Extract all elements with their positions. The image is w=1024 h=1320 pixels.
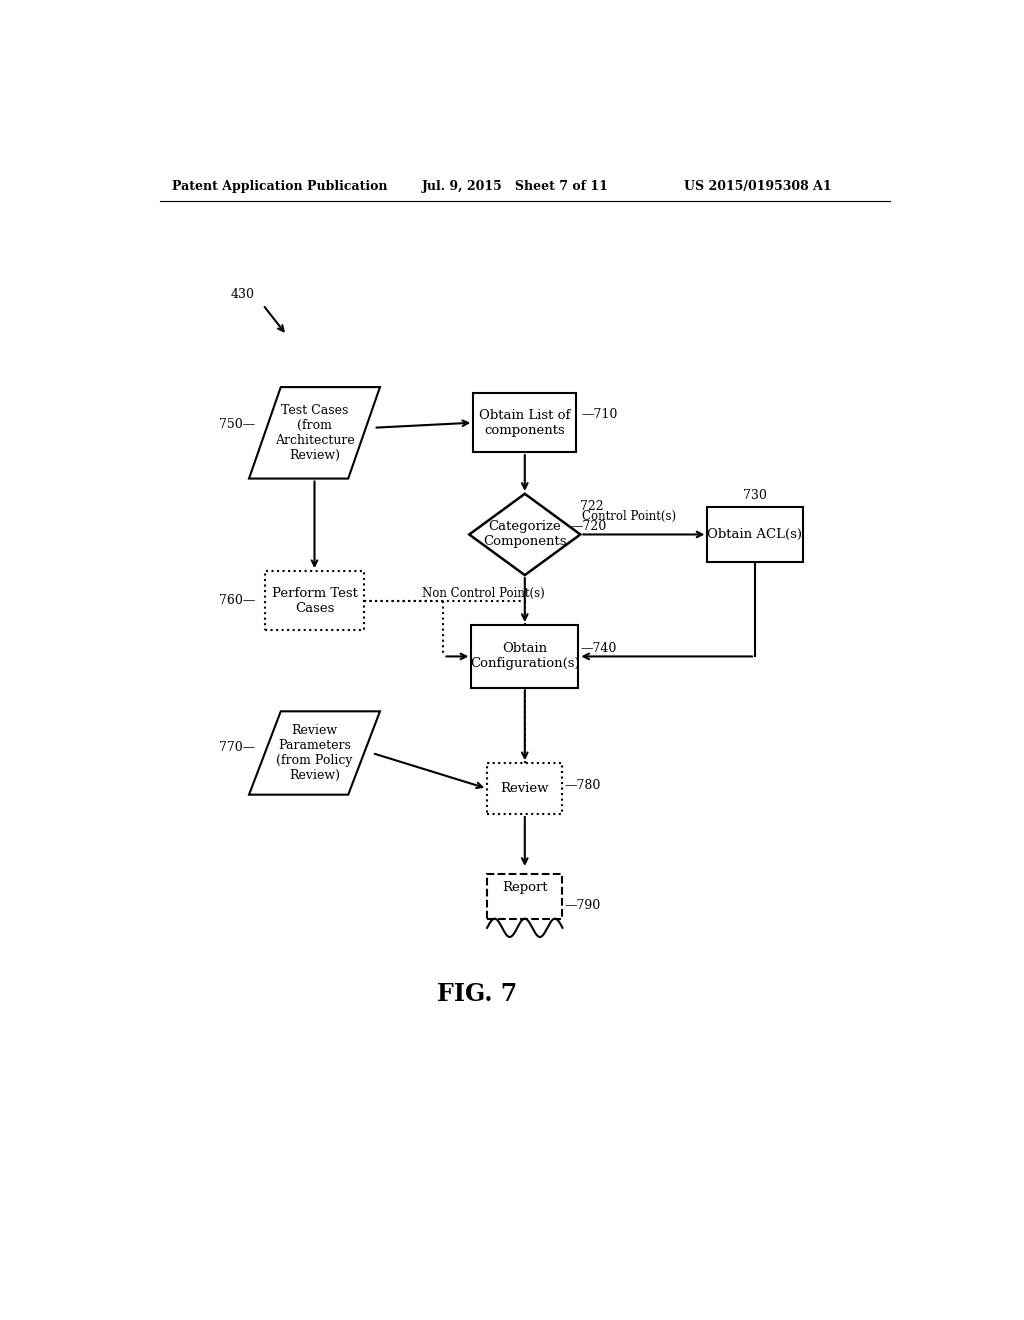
Text: 760—: 760— [218,594,255,607]
Text: Obtain
Configuration(s): Obtain Configuration(s) [470,643,580,671]
Polygon shape [469,494,581,576]
FancyBboxPatch shape [471,624,579,688]
Text: —790: —790 [564,899,601,912]
Text: 770—: 770— [219,742,255,755]
Text: Patent Application Publication: Patent Application Publication [172,181,387,193]
Text: Jul. 9, 2015   Sheet 7 of 11: Jul. 9, 2015 Sheet 7 of 11 [422,181,608,193]
Text: —720: —720 [570,520,607,533]
Text: 722: 722 [581,499,604,512]
Text: Perform Test
Cases: Perform Test Cases [271,586,357,615]
Text: 430: 430 [231,288,255,301]
Text: Report: Report [502,882,548,894]
Text: Non Control Point(s): Non Control Point(s) [422,587,545,599]
Text: —740: —740 [581,642,616,655]
Text: US 2015/0195308 A1: US 2015/0195308 A1 [684,181,831,193]
Text: FIG. 7: FIG. 7 [437,982,517,1006]
Text: Obtain List of
components: Obtain List of components [479,409,570,437]
Text: 750—: 750— [219,418,255,432]
Text: Categorize
Components: Categorize Components [483,520,566,549]
FancyBboxPatch shape [487,763,562,814]
Text: Test Cases
(from
Architecture
Review): Test Cases (from Architecture Review) [274,404,354,462]
Text: Obtain ACL(s): Obtain ACL(s) [708,528,803,541]
Text: 730: 730 [743,490,767,503]
FancyBboxPatch shape [265,572,365,630]
FancyBboxPatch shape [708,507,803,562]
Text: —780: —780 [564,779,601,792]
Polygon shape [249,387,380,479]
Text: Review: Review [501,781,549,795]
Text: —710: —710 [582,408,618,421]
Polygon shape [249,711,380,795]
Text: Control Point(s): Control Point(s) [582,510,676,523]
FancyBboxPatch shape [473,393,577,453]
FancyBboxPatch shape [487,874,562,919]
Text: Review
Parameters
(from Policy
Review): Review Parameters (from Policy Review) [276,723,352,781]
